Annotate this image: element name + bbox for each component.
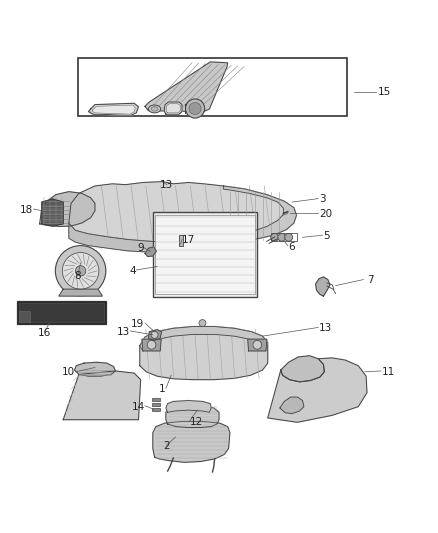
Polygon shape xyxy=(63,371,141,419)
Circle shape xyxy=(253,341,261,349)
Polygon shape xyxy=(166,400,211,413)
Bar xyxy=(17,301,106,324)
Bar xyxy=(153,212,257,297)
Polygon shape xyxy=(142,339,161,351)
Text: 8: 8 xyxy=(74,271,81,281)
Text: 4: 4 xyxy=(130,266,136,276)
Bar xyxy=(271,233,297,241)
Text: 9: 9 xyxy=(138,243,144,253)
Polygon shape xyxy=(69,182,297,242)
Bar xyxy=(19,311,30,322)
Text: 17: 17 xyxy=(182,235,195,245)
Text: 5: 5 xyxy=(323,231,330,241)
Circle shape xyxy=(185,99,205,118)
Ellipse shape xyxy=(148,105,161,113)
Text: 19: 19 xyxy=(131,319,144,329)
Polygon shape xyxy=(281,356,324,382)
Bar xyxy=(152,403,160,406)
Polygon shape xyxy=(316,277,330,296)
Circle shape xyxy=(147,341,156,349)
Text: 13: 13 xyxy=(160,180,173,190)
Text: 10: 10 xyxy=(62,367,75,377)
Polygon shape xyxy=(140,327,268,349)
Bar xyxy=(78,58,347,116)
Circle shape xyxy=(151,332,158,338)
Circle shape xyxy=(271,233,279,241)
Circle shape xyxy=(278,233,286,241)
Text: 13: 13 xyxy=(117,327,130,337)
Circle shape xyxy=(75,265,86,276)
Circle shape xyxy=(199,320,206,327)
Polygon shape xyxy=(88,103,138,115)
Text: 6: 6 xyxy=(289,242,295,252)
Polygon shape xyxy=(42,199,63,226)
Text: 3: 3 xyxy=(319,194,326,204)
Text: 1: 1 xyxy=(159,384,166,394)
Bar xyxy=(155,215,254,294)
Polygon shape xyxy=(40,192,95,227)
Text: 12: 12 xyxy=(189,417,203,427)
Polygon shape xyxy=(145,62,228,111)
Polygon shape xyxy=(223,186,297,241)
Ellipse shape xyxy=(151,107,158,111)
Circle shape xyxy=(285,233,293,241)
Text: 7: 7 xyxy=(367,276,374,286)
Text: 13: 13 xyxy=(319,324,332,333)
Polygon shape xyxy=(153,422,230,462)
Polygon shape xyxy=(248,339,267,351)
Text: 18: 18 xyxy=(19,205,33,215)
Polygon shape xyxy=(59,289,102,296)
Text: 2: 2 xyxy=(163,441,170,451)
Polygon shape xyxy=(164,102,182,114)
Polygon shape xyxy=(74,362,116,376)
Bar xyxy=(152,398,160,400)
Bar xyxy=(19,303,104,322)
Text: 14: 14 xyxy=(132,402,145,411)
Polygon shape xyxy=(140,327,268,379)
Bar xyxy=(179,235,184,246)
Polygon shape xyxy=(166,405,219,427)
Polygon shape xyxy=(268,358,367,422)
Text: 16: 16 xyxy=(38,328,52,337)
Polygon shape xyxy=(148,329,162,341)
Text: 20: 20 xyxy=(319,209,332,219)
Text: 15: 15 xyxy=(378,87,391,98)
Circle shape xyxy=(189,102,201,115)
Bar xyxy=(152,408,160,411)
Circle shape xyxy=(55,246,106,296)
Polygon shape xyxy=(145,247,156,256)
Polygon shape xyxy=(166,104,180,113)
Polygon shape xyxy=(280,397,304,414)
Circle shape xyxy=(62,253,99,289)
Polygon shape xyxy=(92,105,135,114)
Polygon shape xyxy=(69,223,254,253)
Text: 11: 11 xyxy=(382,367,396,377)
